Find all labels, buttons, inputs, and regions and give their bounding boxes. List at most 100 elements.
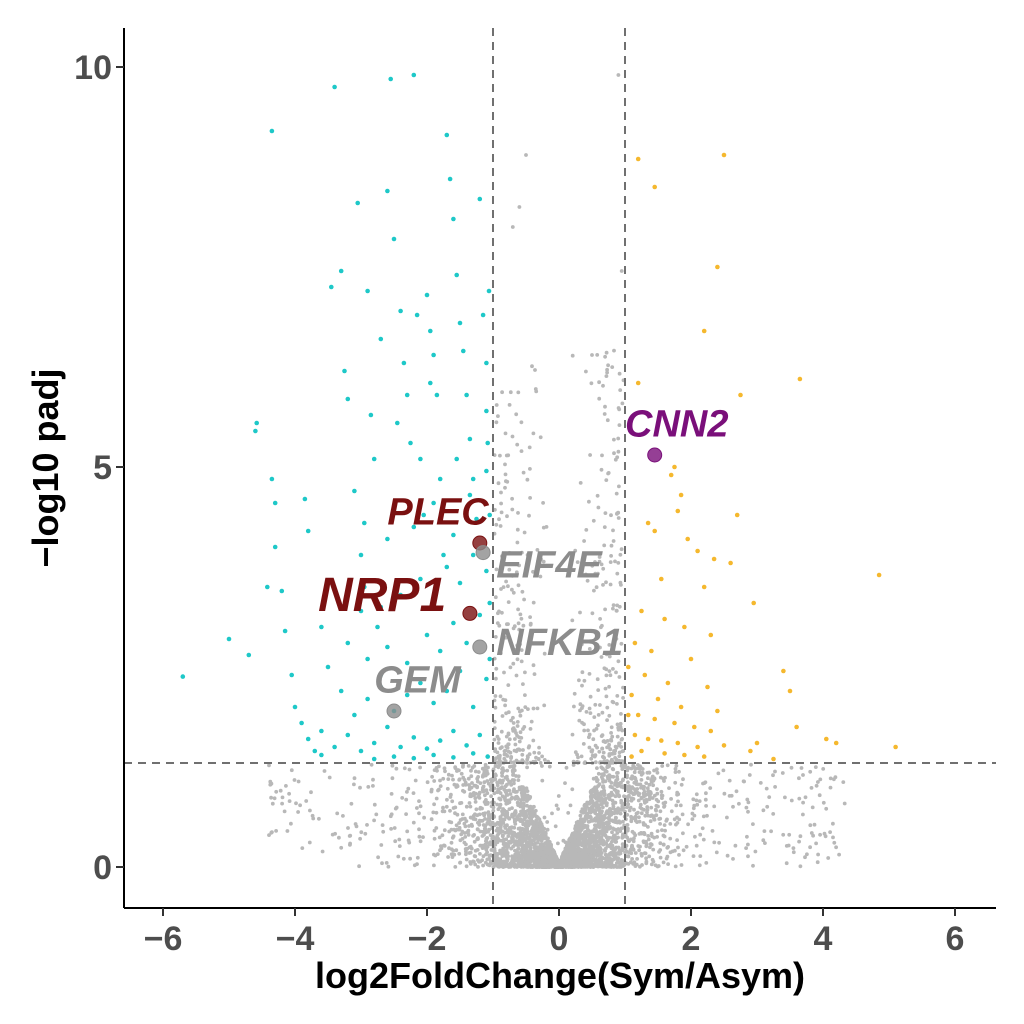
gene-point [503,472,508,477]
gene-point [508,764,512,769]
gene-point [448,808,452,813]
gene-point [697,863,702,868]
gene-point [568,803,573,808]
gene-point [396,854,401,859]
gene-point [593,702,598,707]
gene-point [486,818,491,823]
gene-point [617,371,622,376]
gene-point [546,859,551,864]
gene-point [605,418,610,423]
gene-point [531,663,536,668]
gene-point [468,815,473,820]
gene-point [542,815,547,820]
gene-point [618,721,623,726]
gene-point [597,380,601,385]
gene-point [588,711,593,715]
gene-point [566,843,571,848]
down-gene-point [272,544,278,550]
gene-point [646,834,651,838]
down-gene-point [477,612,483,618]
gene-point [656,864,661,868]
down-gene-point [388,76,394,82]
gene-point [712,804,717,809]
gene-point [440,809,445,814]
gene-point [461,783,466,787]
gene-point [606,471,610,476]
gene-point [604,350,609,355]
gene-point [698,854,703,858]
gene-point [589,808,594,813]
gene-point [531,569,535,574]
down-gene-point [319,624,324,630]
gene-point [521,801,526,806]
gene-point [532,843,537,848]
gene-point [417,834,422,839]
down-gene-point [355,200,361,206]
gene-point [521,804,526,809]
gene-point [637,848,641,853]
gene-point [442,828,447,833]
gene-point [572,846,577,850]
gene-point [519,616,524,621]
gene-point [473,769,478,774]
down-gene-point [302,496,308,502]
gene-point [818,777,823,782]
gene-point [837,852,841,857]
gene-point [619,269,624,273]
gene-point [278,788,283,793]
gene-point [741,779,746,784]
gene-point [556,794,561,798]
gene-point [589,850,593,855]
gene-point [494,676,498,681]
gene-point [517,627,522,632]
gene-point [619,764,624,768]
gene-point [649,862,654,867]
gene-point [514,651,519,655]
gene-point [601,739,606,744]
gene-point [662,834,667,839]
gene-point [832,840,837,845]
gene-point [826,856,831,860]
up-gene-point [711,556,717,562]
gene-point [504,823,508,828]
gene-point [519,659,524,664]
down-gene-point [431,500,436,506]
down-gene-point [414,312,420,318]
gene-point [614,637,619,641]
up-gene-point [751,600,756,606]
up-gene-point [893,744,898,750]
gene-point [482,832,486,837]
gene-point [588,453,592,457]
gene-point [526,808,530,813]
gene-point [538,761,543,765]
gene-point [589,381,594,386]
gene-point [506,584,510,589]
gene-point [584,369,588,374]
up-gene-point [701,328,707,334]
gene-point [511,590,516,595]
gene-point [670,849,675,854]
gene-point [637,815,641,820]
gene-point [432,863,436,868]
gene-point [431,810,436,815]
gene-label-plec: PLEC [387,492,489,534]
gene-point [489,794,493,799]
gene-point [417,811,421,816]
gene-point [665,763,670,768]
gene-point [616,845,621,850]
gene-point [502,787,507,792]
gene-point [616,852,621,856]
gene-point [397,837,402,842]
gene-point [515,789,519,794]
gene-point [513,864,517,869]
up-gene-point [639,608,644,614]
gene-point [584,572,588,577]
down-gene-point [418,456,423,462]
gene-point [614,608,619,613]
down-gene-point [431,600,436,606]
down-gene-point [467,436,473,442]
gene-point [580,670,585,675]
gene-point [511,661,516,666]
gene-point [597,559,602,564]
gene-point [441,805,445,810]
